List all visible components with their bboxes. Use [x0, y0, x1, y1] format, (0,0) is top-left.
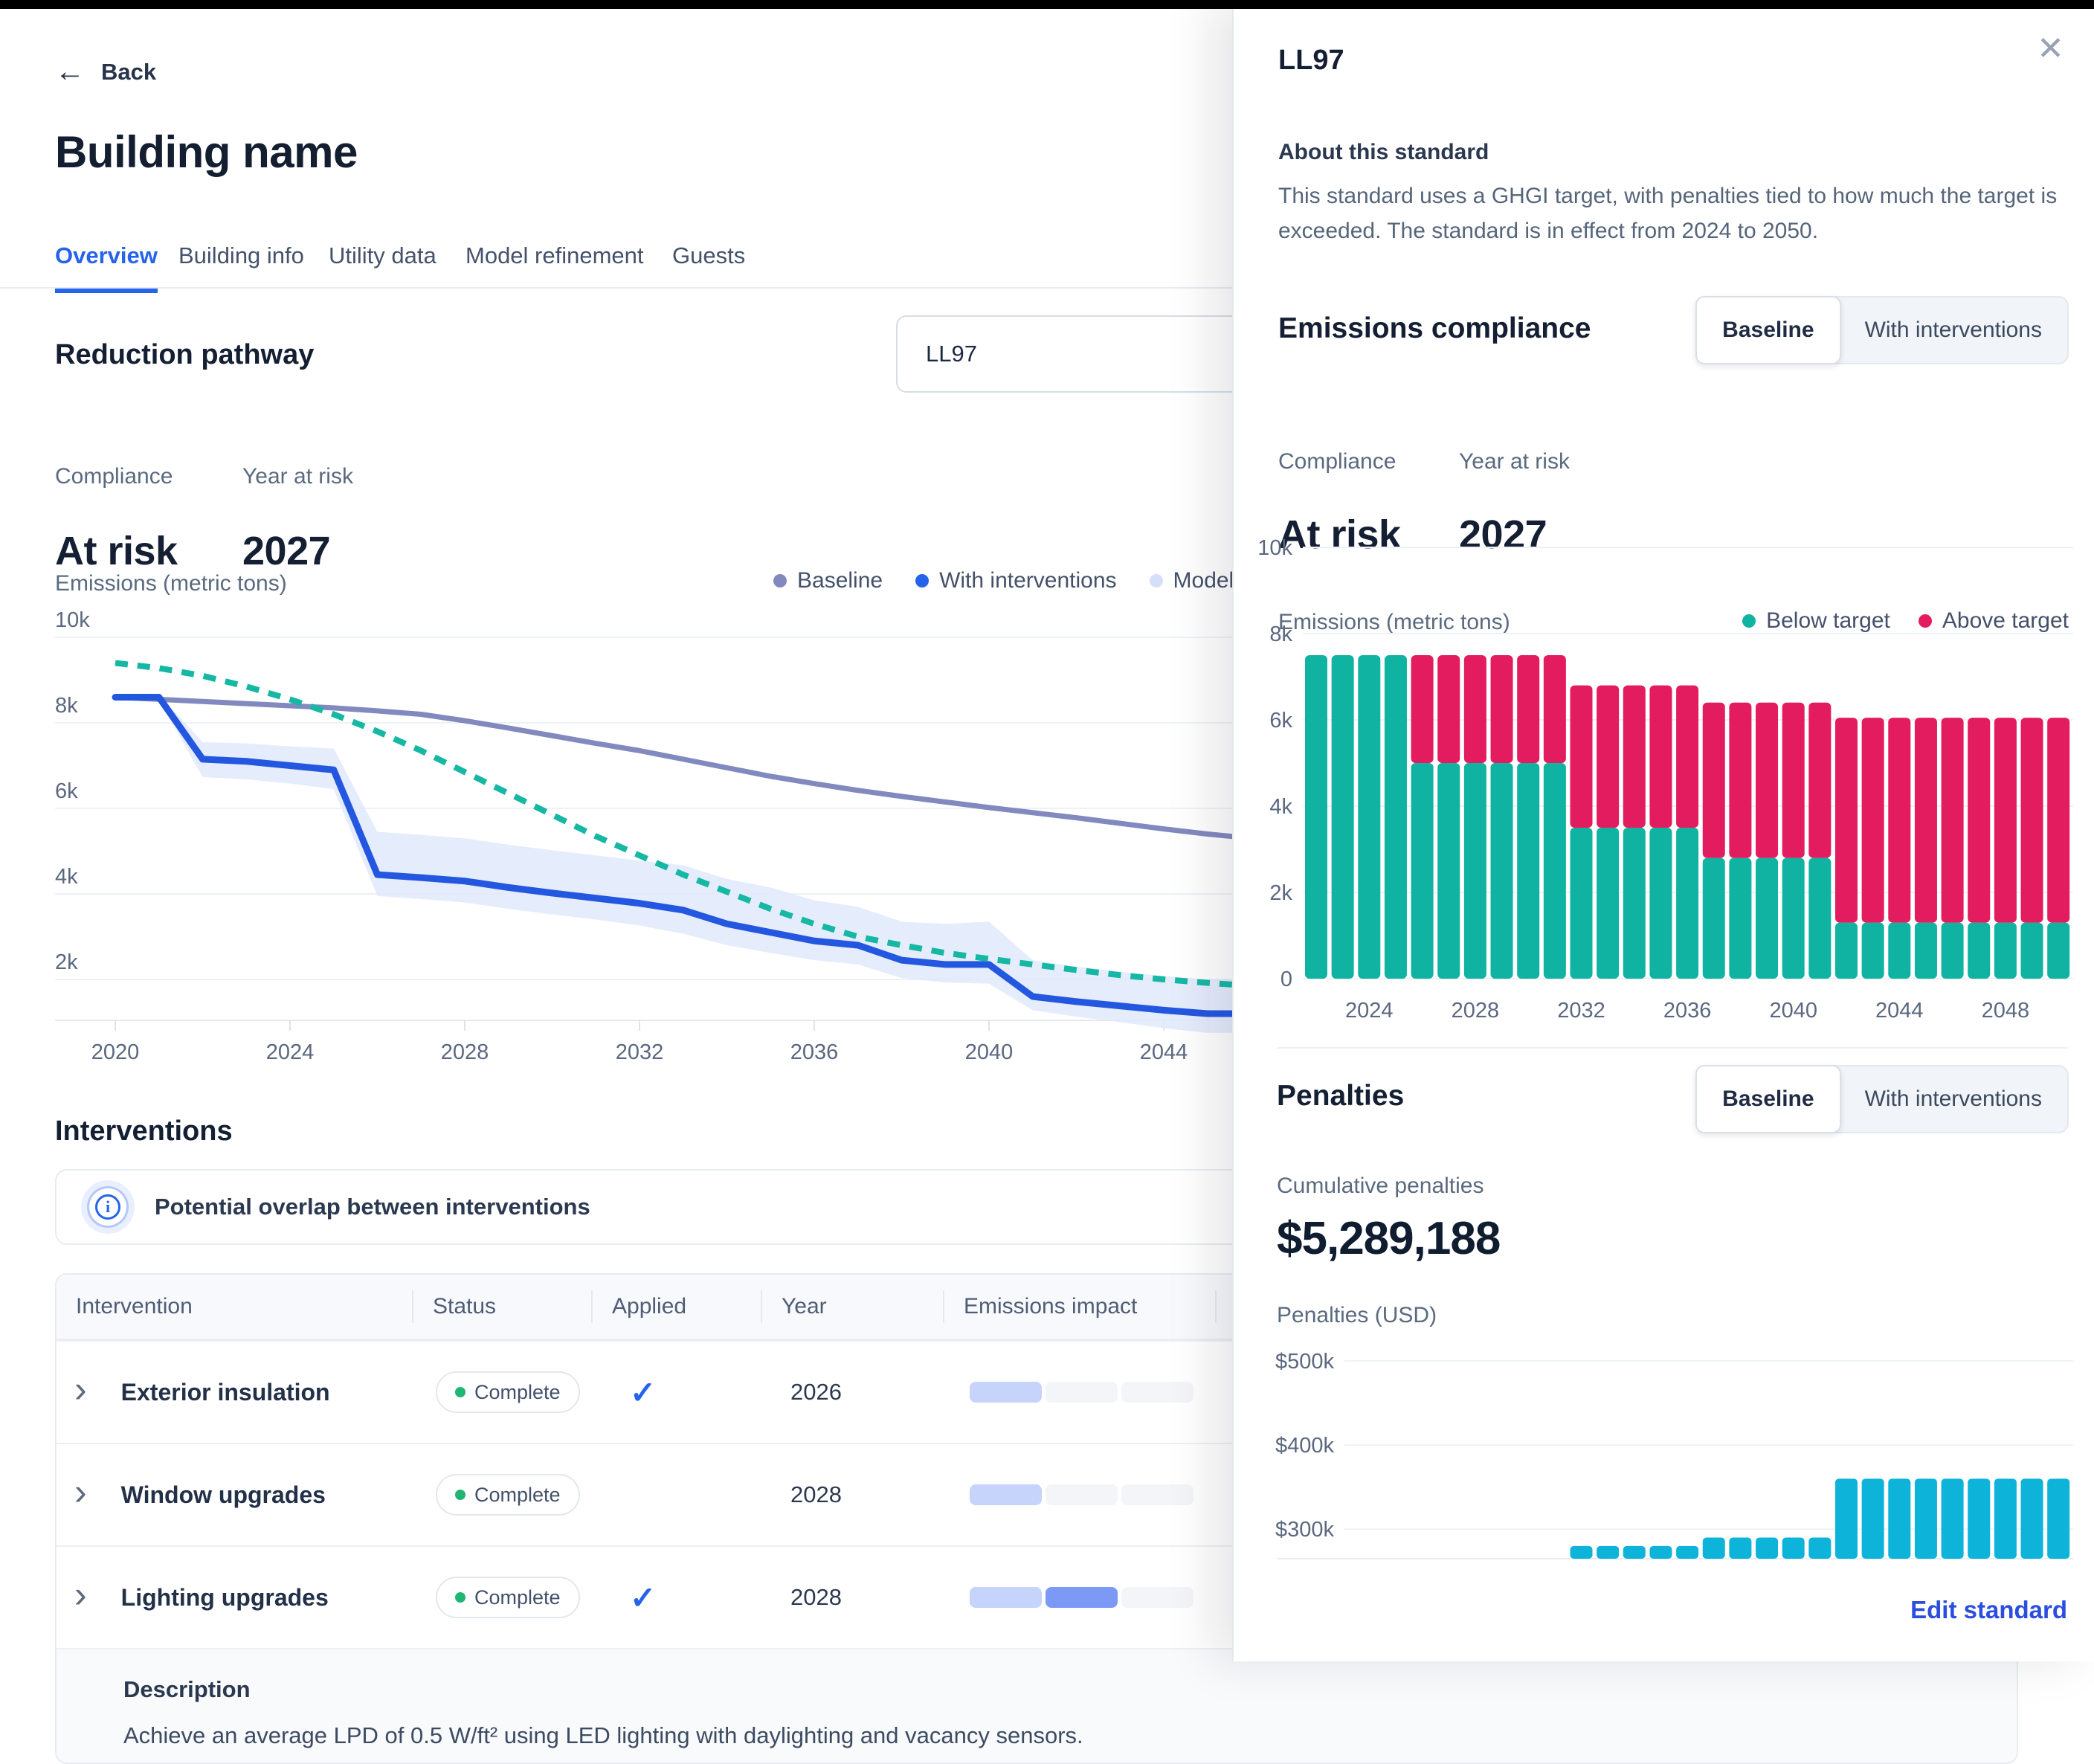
page-title: Building name	[55, 126, 358, 178]
interventions-heading: Interventions	[55, 1116, 233, 1147]
svg-text:2032: 2032	[1557, 999, 1605, 1023]
svg-text:2036: 2036	[790, 1040, 839, 1064]
svg-text:4k: 4k	[55, 865, 78, 889]
emissions-compliance-heading: Emissions compliance	[1278, 312, 1591, 345]
back-label: Back	[101, 59, 156, 86]
emissions-impact-bar	[943, 1382, 1215, 1403]
svg-text:$300k: $300k	[1275, 1518, 1335, 1542]
description-label: Description	[123, 1676, 2017, 1703]
svg-text:2036: 2036	[1663, 999, 1712, 1023]
svg-text:6k: 6k	[1269, 709, 1292, 733]
tab-model-refinement[interactable]: Model refinement	[465, 242, 644, 289]
close-icon[interactable]: ✕	[2037, 33, 2064, 65]
col-header-intervention: Intervention	[57, 1290, 412, 1323]
penalties-heading: Penalties	[1277, 1080, 1404, 1113]
year-at-risk-label: Year at risk	[242, 464, 353, 489]
window-top-bar	[0, 0, 2094, 9]
penalties-view-toggle: Baseline With interventions	[1695, 1065, 2069, 1133]
svg-text:2040: 2040	[965, 1040, 1014, 1064]
line-chart-legend: Baseline With interventions Model range	[773, 568, 1297, 593]
svg-text:$500k: $500k	[1275, 1350, 1335, 1374]
year-at-risk-value: 2027	[242, 528, 330, 574]
toggle-baseline[interactable]: Baseline	[1695, 296, 1840, 364]
applied-check-icon: ✓	[591, 1374, 761, 1411]
back-button[interactable]: ← Back	[55, 55, 156, 88]
col-header-year: Year	[761, 1290, 943, 1323]
svg-text:8k: 8k	[1269, 622, 1292, 646]
svg-text:2048: 2048	[1982, 999, 2030, 1023]
svg-text:2032: 2032	[616, 1040, 664, 1064]
tab-bar: Overview Building info Utility data Mode…	[0, 232, 1232, 289]
svg-text:2040: 2040	[1769, 999, 1817, 1023]
svg-text:6k: 6k	[55, 779, 78, 803]
tab-building-info[interactable]: Building info	[178, 242, 304, 289]
col-header-applied: Applied	[591, 1290, 761, 1323]
info-icon: i	[95, 1194, 120, 1220]
chevron-right-icon[interactable]: ›	[74, 1473, 87, 1510]
svg-text:2044: 2044	[1875, 999, 1924, 1023]
legend-item-baseline: Baseline	[773, 568, 883, 593]
status-dot-icon	[455, 1387, 465, 1397]
svg-text:2044: 2044	[1140, 1040, 1188, 1064]
panel-year-at-risk-label: Year at risk	[1459, 449, 1570, 474]
about-text: This standard uses a GHGI target, with p…	[1278, 178, 2078, 248]
col-header-emissions-impact: Emissions impact	[943, 1290, 1215, 1323]
line-chart-axis-title: Emissions (metric tons)	[55, 571, 287, 596]
with-interventions-dot-icon	[915, 574, 929, 588]
status-dot-icon	[455, 1592, 465, 1603]
chevron-right-icon[interactable]: ›	[74, 1371, 87, 1408]
svg-text:$400k: $400k	[1275, 1434, 1335, 1458]
svg-text:0: 0	[1280, 968, 1292, 991]
baseline-dot-icon	[773, 574, 787, 588]
status-badge: Complete	[436, 1474, 580, 1516]
panel-divider	[1277, 1047, 2068, 1049]
cumulative-penalties-value: $5,289,188	[1277, 1212, 1500, 1265]
svg-text:2024: 2024	[1345, 999, 1394, 1023]
toggle-baseline[interactable]: Baseline	[1695, 1065, 1840, 1133]
cumulative-penalties-label: Cumulative penalties	[1277, 1174, 1483, 1199]
description-text: Achieve an average LPD of 0.5 W/ft² usin…	[123, 1722, 2017, 1749]
svg-text:10k: 10k	[1257, 536, 1292, 560]
emissions-compliance-chart: 10k 8k 6k 4k 2k 0 2024 2028 2032 2036 2040 2044 2048	[1232, 513, 2094, 1034]
status-badge: Complete	[436, 1577, 580, 1618]
model-range-dot-icon	[1150, 574, 1163, 588]
svg-text:8k: 8k	[55, 694, 78, 718]
penalties-chart: $500k $400k $300k	[1232, 1339, 2094, 1569]
svg-text:2028: 2028	[441, 1040, 489, 1064]
svg-text:2k: 2k	[55, 950, 78, 974]
tab-guests[interactable]: Guests	[672, 242, 745, 289]
tab-utility-data[interactable]: Utility data	[329, 242, 436, 289]
panel-title: LL97	[1278, 45, 1344, 77]
intervention-description: Description Achieve an average LPD of 0.…	[57, 1648, 2017, 1764]
svg-text:2020: 2020	[91, 1040, 140, 1064]
applied-check-icon: ✓	[591, 1580, 761, 1616]
svg-text:2028: 2028	[1452, 999, 1500, 1023]
svg-text:2024: 2024	[266, 1040, 315, 1064]
standard-select-value: LL97	[926, 341, 977, 367]
emissions-impact-bar	[943, 1587, 1215, 1608]
tab-overview[interactable]: Overview	[55, 242, 158, 293]
emissions-impact-bar	[943, 1484, 1215, 1505]
panel-compliance-label: Compliance	[1278, 449, 1396, 474]
col-header-status: Status	[412, 1290, 591, 1323]
compliance-value: At risk	[55, 528, 178, 574]
back-arrow-icon: ←	[55, 55, 85, 88]
status-dot-icon	[455, 1490, 465, 1500]
edit-standard-link[interactable]: Edit standard	[1910, 1596, 2067, 1624]
chevron-right-icon[interactable]: ›	[74, 1576, 87, 1613]
svg-text:10k: 10k	[55, 608, 90, 632]
compliance-label: Compliance	[55, 464, 173, 489]
legend-item-with-interventions: With interventions	[915, 568, 1116, 593]
about-heading: About this standard	[1278, 140, 1489, 165]
reduction-pathway-heading: Reduction pathway	[55, 339, 314, 371]
status-badge: Complete	[436, 1371, 580, 1413]
emissions-view-toggle: Baseline With interventions	[1695, 296, 2069, 364]
toggle-with-interventions[interactable]: With interventions	[1840, 1066, 2067, 1132]
svg-text:2k: 2k	[1269, 881, 1292, 905]
toggle-with-interventions[interactable]: With interventions	[1840, 297, 2067, 363]
overlap-warning-text: Potential overlap between interventions	[155, 1194, 590, 1220]
penalties-axis-title: Penalties (USD)	[1277, 1303, 1437, 1328]
svg-text:4k: 4k	[1269, 795, 1292, 819]
